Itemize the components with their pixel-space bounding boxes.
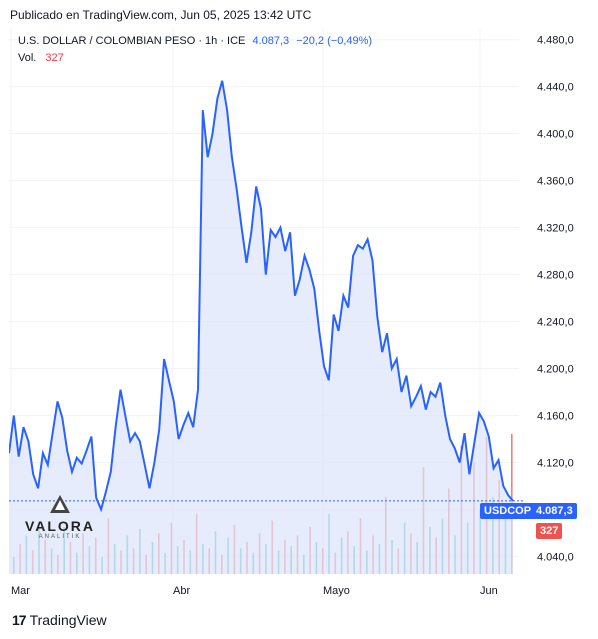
- x-tick-label: Mayo: [323, 585, 350, 597]
- watermark-sub: ANALITIK: [38, 534, 82, 540]
- price-change: −20,2 (−0,49%): [296, 35, 373, 47]
- x-tick-label: Jun: [480, 585, 498, 597]
- price-line: [9, 80, 514, 513]
- y-tick-label: 4.440,0: [537, 82, 574, 94]
- y-tick-label: 4.120,0: [537, 457, 574, 469]
- valora-logo-icon: [50, 495, 70, 513]
- y-tick-label: 4.040,0: [537, 551, 574, 563]
- y-tick-label: 4.160,0: [537, 410, 574, 422]
- y-tick-label: 4.360,0: [537, 176, 574, 188]
- x-axis: Mar Abr Mayo Jun: [11, 585, 498, 597]
- watermark-name: VALORA: [24, 518, 96, 534]
- y-tick-label: 4.480,0: [537, 35, 574, 47]
- tradingview-footer[interactable]: 17 TradingView: [12, 612, 107, 628]
- volume-label: Vol.: [18, 52, 37, 64]
- volume-tag: 327: [536, 523, 563, 539]
- legend-volume: Vol. 327: [18, 52, 64, 64]
- watermark-logo: VALORA ANALITIK: [20, 495, 100, 540]
- symbol-label: U.S. DOLLAR / COLOMBIAN PESO · 1h · ICE: [18, 35, 246, 47]
- tradingview-logo-icon: 17: [12, 612, 27, 628]
- published-caption: Publicado en TradingView.com, Jun 05, 20…: [10, 8, 312, 22]
- footer-brand: TradingView: [29, 612, 107, 628]
- price-chart[interactable]: 4.040,04.080,04.120,04.160,04.200,04.240…: [9, 28, 591, 599]
- current-value: 4.087,3: [252, 35, 290, 47]
- volume-value: 327: [45, 52, 64, 64]
- y-tick-label: 4.320,0: [537, 223, 574, 235]
- chart-frame[interactable]: 4.040,04.080,04.120,04.160,04.200,04.240…: [9, 28, 591, 599]
- symbol-tag: USDCOP: [480, 503, 536, 519]
- y-tick-label: 4.280,0: [537, 270, 574, 282]
- x-tick-label: Mar: [11, 585, 30, 597]
- y-tick-label: 4.400,0: [537, 129, 574, 141]
- x-tick-label: Abr: [173, 585, 190, 597]
- legend-title: U.S. DOLLAR / COLOMBIAN PESO · 1h · ICE …: [18, 35, 372, 47]
- y-axis: 4.040,04.080,04.120,04.160,04.200,04.240…: [537, 35, 574, 564]
- price-tag: 4.087,3: [532, 503, 577, 519]
- y-tick-label: 4.240,0: [537, 317, 574, 329]
- price-area: [9, 80, 513, 575]
- y-tick-label: 4.200,0: [537, 364, 574, 376]
